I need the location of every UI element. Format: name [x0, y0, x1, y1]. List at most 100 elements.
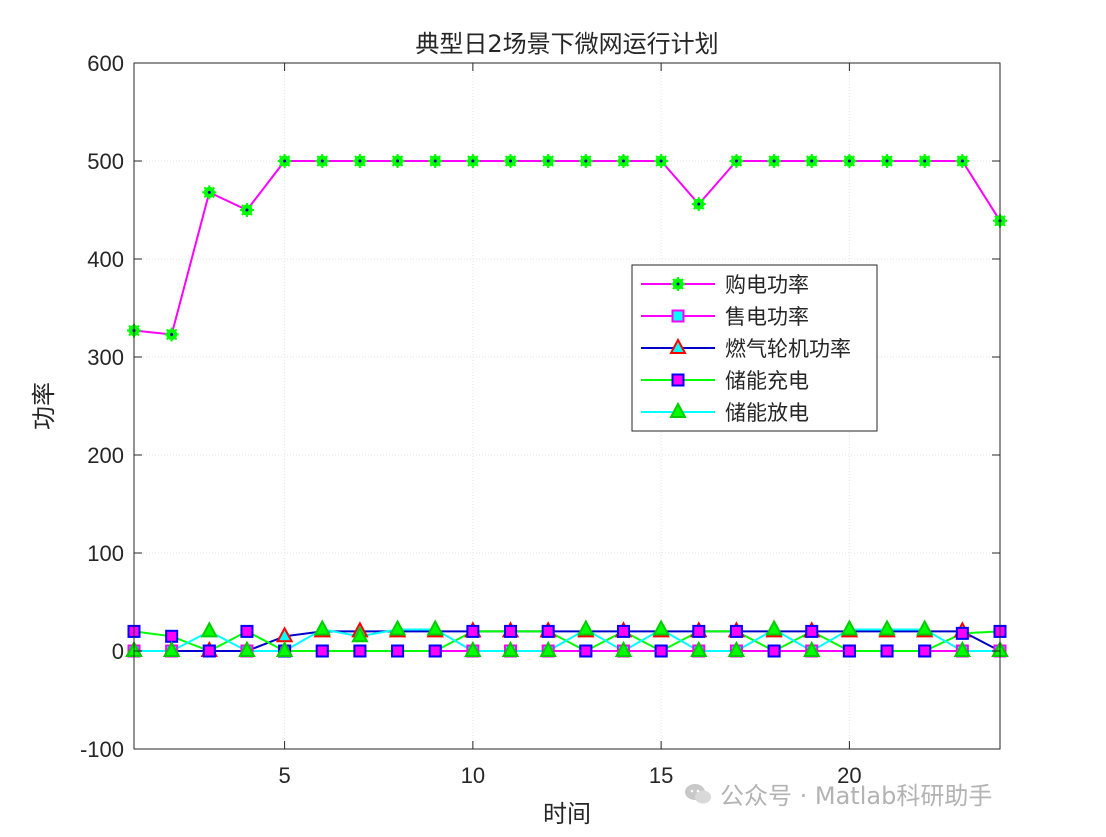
data-point-0: [277, 154, 292, 168]
data-point-3: [504, 624, 518, 638]
data-point-0: [616, 154, 631, 168]
axis-ticks: 5 10 15 20 -100 0 100 200 300 400 500 600: [80, 51, 1000, 788]
data-point-3: [692, 624, 706, 638]
legend-marker-2: [669, 337, 687, 354]
data-point-3: [428, 644, 442, 658]
data-point-3: [729, 624, 743, 638]
x-tick-label: 10: [461, 763, 485, 788]
data-point-4: [840, 619, 859, 636]
data-point-3: [955, 626, 969, 640]
data-point-3: [315, 644, 329, 658]
chart-title: 典型日2场景下微网运行计划: [415, 30, 718, 58]
data-point-3: [616, 624, 630, 638]
data-point-3: [842, 644, 856, 658]
data-point-0-center: [584, 159, 588, 163]
data-point-0-center: [734, 159, 738, 163]
y-tick-label: 300: [87, 345, 124, 370]
data-point-4: [803, 640, 821, 657]
x-tick-label: 5: [278, 763, 290, 788]
legend-label-0: 购电功率: [725, 273, 809, 297]
data-point-3: [767, 644, 781, 658]
data-point-4: [953, 640, 972, 657]
data-point-0-center: [396, 159, 400, 163]
data-point-0: [202, 185, 217, 200]
data-point-0: [767, 154, 782, 168]
data-point-0: [352, 154, 367, 168]
data-point-4: [765, 619, 783, 636]
wechat-icon: [685, 783, 711, 803]
data-point-3: [240, 624, 254, 638]
data-point-4: [878, 619, 896, 636]
data-point-0-center: [433, 159, 437, 163]
data-point-0: [315, 154, 330, 168]
data-point-0: [390, 154, 405, 168]
legend-marker-0-center: [676, 282, 680, 286]
data-point-4: [275, 640, 294, 657]
data-point-0: [541, 154, 556, 168]
data-point-4: [388, 619, 407, 636]
legend-marker-1: [671, 309, 685, 323]
legend-marker-3: [671, 373, 685, 387]
data-point-4: [614, 640, 633, 657]
data-point-4: [501, 640, 520, 657]
data-point-0-center: [245, 208, 249, 212]
data-point-0-center: [810, 159, 814, 163]
data-point-0-center: [320, 159, 324, 163]
legend-label-1: 售电功率: [725, 305, 809, 329]
data-point-3: [165, 629, 179, 643]
data-point-0: [578, 154, 593, 168]
data-point-4: [539, 640, 557, 657]
y-tick-label: -100: [80, 737, 124, 762]
legend-marker-4: [669, 401, 687, 418]
data-point-0-center: [885, 159, 889, 163]
data-point-0: [691, 197, 706, 212]
legend-marker-0: [671, 277, 685, 291]
y-tick-label: 400: [87, 247, 124, 272]
data-point-4: [464, 640, 482, 657]
watermark: 公众号 · Matlab科研助手: [684, 776, 992, 811]
data-point-0-center: [471, 159, 475, 163]
y-tick-label: 500: [87, 149, 124, 174]
data-point-0: [465, 154, 480, 168]
y-tick-label: 100: [87, 541, 124, 566]
data-point-0: [729, 154, 744, 168]
data-point-0: [880, 154, 895, 168]
data-point-4: [351, 626, 369, 643]
data-point-0-center: [772, 159, 776, 163]
data-point-0-center: [697, 202, 701, 206]
data-point-3: [654, 644, 668, 658]
data-point-0: [654, 154, 669, 168]
watermark-text: 公众号 · Matlab科研助手: [720, 782, 993, 810]
data-point-4: [162, 640, 181, 657]
data-point-0-center: [358, 159, 362, 163]
x-axis-label: 时间: [543, 800, 591, 828]
axes-box: [133, 62, 1001, 750]
x-tick-label: 20: [837, 763, 861, 788]
data-point-4: [426, 619, 444, 636]
legend-label-2: 燃气轮机功率: [725, 337, 851, 361]
data-point-4: [313, 619, 331, 636]
data-point-4: [690, 640, 708, 657]
data-point-0: [428, 154, 443, 168]
data-point-0-center: [509, 159, 513, 163]
data-point-0: [164, 327, 179, 342]
y-tick-label: 600: [87, 51, 124, 76]
data-point-3: [541, 624, 555, 638]
data-point-3: [353, 644, 367, 658]
legend-label-3: 储能充电: [725, 369, 809, 393]
data-point-0-center: [621, 159, 625, 163]
data-point-0-center: [960, 159, 964, 163]
data-point-4: [652, 619, 670, 636]
data-point-0: [239, 203, 254, 217]
data-point-4: [200, 621, 218, 638]
data-point-3: [805, 624, 819, 638]
data-point-4: [727, 640, 746, 657]
data-point-3: [880, 644, 894, 658]
data-point-0-center: [170, 332, 174, 336]
data-point-0-center: [923, 159, 927, 163]
data-point-0-center: [847, 159, 851, 163]
data-point-0: [503, 154, 518, 168]
data-point-0: [955, 154, 970, 168]
